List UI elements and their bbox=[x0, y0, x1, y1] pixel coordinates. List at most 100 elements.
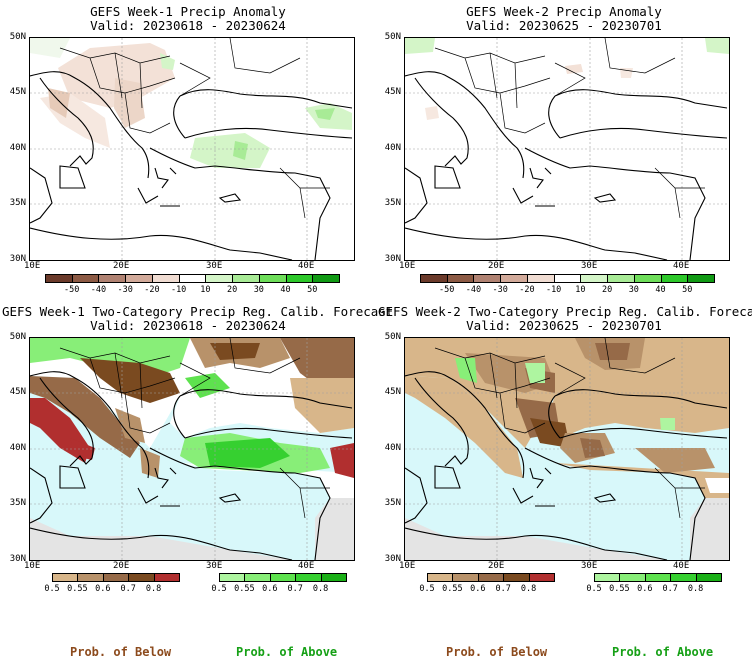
anomaly-colorbar-swatch bbox=[285, 274, 314, 283]
grid-lines bbox=[405, 38, 729, 260]
below-colorbar-label: 0.7 bbox=[495, 584, 511, 594]
above-colorbar-swatch bbox=[320, 573, 347, 582]
below-colorbar-swatch bbox=[503, 573, 530, 582]
above-colorbar-swatch bbox=[219, 573, 246, 582]
anomaly-colorbar-swatch bbox=[258, 274, 287, 283]
anomaly-colorbar-swatch bbox=[500, 274, 528, 283]
anomaly-colorbar-label: 50 bbox=[307, 285, 318, 295]
valid-dates: Valid: 20230618 - 20230624 bbox=[90, 18, 286, 33]
anomaly-colorbar-label: 30 bbox=[628, 285, 639, 295]
lat-label: 35N bbox=[9, 198, 26, 208]
lat-label: 50N bbox=[384, 32, 401, 42]
above-colorbar-swatch bbox=[670, 573, 697, 582]
lat-label: 50N bbox=[9, 32, 26, 42]
panel-title-text: GEFS Week-2 Precip Anomaly bbox=[466, 4, 662, 19]
panel-title-text: GEFS Week-2 Two-Category Precip Reg. Cal… bbox=[378, 304, 752, 319]
above-colorbar-swatch bbox=[695, 573, 722, 582]
above-colorbar-label: 0.8 bbox=[312, 584, 329, 594]
below-colorbar-swatch bbox=[153, 573, 180, 582]
anomaly-colorbar-swatch bbox=[633, 274, 662, 283]
grid-lines bbox=[30, 338, 354, 560]
anomaly-colorbar-swatch bbox=[71, 274, 100, 283]
anomaly-colorbar-swatch bbox=[151, 274, 180, 283]
valid-dates: Valid: 20230618 - 20230624 bbox=[90, 318, 286, 333]
panel-title-week1-anomaly: GEFS Week-1 Precip Anomaly Valid: 202306… bbox=[14, 5, 362, 33]
prob-shading bbox=[405, 338, 729, 498]
lat-label: 40N bbox=[9, 443, 26, 453]
below-colorbar-label: 0.8 bbox=[520, 584, 537, 594]
anomaly-colorbar-label: 10 bbox=[200, 285, 211, 295]
coastlines bbox=[405, 371, 728, 560]
lon-label: 30E bbox=[581, 561, 598, 571]
lon-label: 40E bbox=[298, 261, 315, 271]
borders bbox=[59, 38, 330, 219]
map-svg bbox=[405, 38, 729, 260]
above-colorbar-swatch bbox=[244, 573, 271, 582]
anomaly-colorbar-swatch bbox=[420, 274, 448, 283]
anomaly-colorbar-label: 40 bbox=[655, 285, 666, 295]
anomaly-colorbar-swatch bbox=[205, 274, 234, 283]
prob-above-label: Prob. of Above bbox=[612, 645, 714, 659]
anomaly-colorbar-label: -30 bbox=[117, 285, 133, 295]
anomaly-colorbar-label: 20 bbox=[226, 285, 238, 295]
anomaly-colorbar-label: -50 bbox=[439, 285, 455, 295]
lon-label: 20E bbox=[113, 561, 130, 571]
panel-title-week1-prob: GEFS Week-1 Two-Category Precip Reg. Cal… bbox=[2, 304, 394, 333]
prob-below-label: Prob. of Below bbox=[446, 645, 548, 659]
map-week2-anomaly bbox=[404, 37, 730, 261]
coastlines bbox=[30, 371, 353, 560]
lon-label: 20E bbox=[113, 261, 130, 271]
anomaly-colorbar-swatch bbox=[98, 274, 127, 283]
prob-shading bbox=[30, 338, 354, 478]
anomaly-colorbar-label: -20 bbox=[519, 285, 535, 295]
anomaly-colorbar-label: -40 bbox=[465, 285, 482, 295]
above-colorbar-swatch bbox=[619, 573, 646, 582]
anomaly-colorbar-label: -50 bbox=[64, 285, 80, 295]
lon-label: 10E bbox=[24, 261, 41, 271]
above-colorbar-label: 0.5 bbox=[586, 584, 602, 594]
below-colorbar-label: 0.6 bbox=[470, 584, 486, 594]
anomaly-colorbar-label: 40 bbox=[280, 285, 291, 295]
lat-label: 50N bbox=[9, 332, 26, 342]
anomaly-colorbar-swatch bbox=[178, 274, 207, 283]
valid-dates: Valid: 20230625 - 20230701 bbox=[466, 18, 662, 33]
grid-lines bbox=[30, 38, 354, 260]
map-week1-prob bbox=[29, 337, 355, 561]
borders bbox=[434, 38, 705, 219]
below-colorbar-swatch bbox=[477, 573, 505, 582]
above-colorbar-label: 0.55 bbox=[234, 584, 255, 594]
lat-label: 40N bbox=[384, 443, 401, 453]
above-colorbar-label: 0.7 bbox=[662, 584, 678, 594]
map-svg bbox=[405, 338, 729, 560]
grid-lines bbox=[405, 338, 729, 560]
anomaly-colorbar-swatch bbox=[473, 274, 502, 283]
anomaly-colorbar-swatch bbox=[526, 274, 555, 283]
anomaly-colorbar-label: -10 bbox=[545, 285, 562, 295]
anomaly-colorbar-swatch bbox=[553, 274, 582, 283]
prob-above-label: Prob. of Above bbox=[236, 645, 338, 659]
anomaly-colorbar-label: -40 bbox=[90, 285, 107, 295]
panel-title-text: GEFS Week-1 Two-Category Precip Reg. Cal… bbox=[2, 304, 394, 319]
precip-shading bbox=[405, 38, 729, 120]
below-colorbar-swatch bbox=[427, 573, 454, 582]
below-colorbar-label: 0.55 bbox=[67, 584, 88, 594]
anomaly-colorbar-label: 30 bbox=[253, 285, 264, 295]
anomaly-colorbar-label: -20 bbox=[144, 285, 160, 295]
valid-dates: Valid: 20230625 - 20230701 bbox=[466, 318, 662, 333]
above-colorbar-swatch bbox=[295, 573, 322, 582]
below-colorbar-swatch bbox=[52, 573, 79, 582]
coastlines bbox=[405, 71, 728, 260]
coastlines bbox=[30, 71, 353, 260]
anomaly-colorbar-swatch bbox=[446, 274, 475, 283]
map-svg bbox=[30, 338, 354, 560]
below-colorbar-label: 0.8 bbox=[145, 584, 162, 594]
below-colorbar-swatch bbox=[77, 573, 104, 582]
lon-label: 40E bbox=[673, 261, 690, 271]
lat-label: 45N bbox=[384, 387, 401, 397]
below-colorbar-swatch bbox=[528, 573, 555, 582]
panel-title-text: GEFS Week-1 Precip Anomaly bbox=[90, 4, 286, 19]
lat-label: 30N bbox=[384, 254, 401, 264]
anomaly-colorbar-swatch bbox=[580, 274, 609, 283]
below-colorbar-label: 0.5 bbox=[44, 584, 60, 594]
below-colorbar-label: 0.6 bbox=[95, 584, 111, 594]
